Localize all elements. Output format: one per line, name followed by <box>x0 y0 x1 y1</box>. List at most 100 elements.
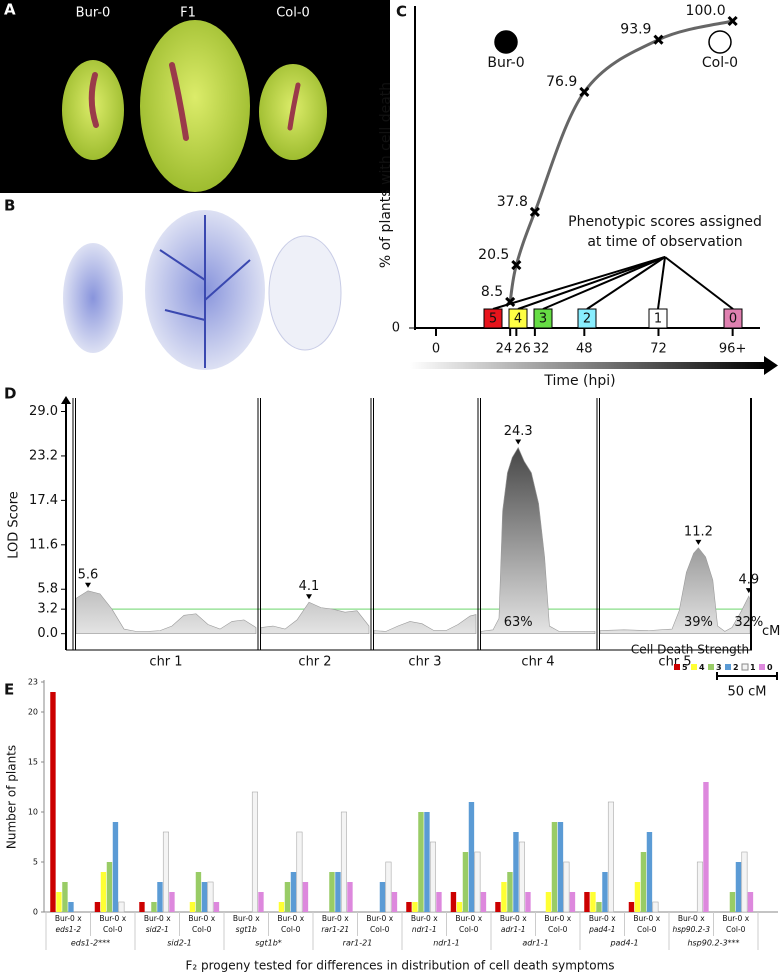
annotation: Phenotypic scores assigned <box>568 214 762 230</box>
value-label: 100.0 <box>686 3 726 19</box>
x-tick-label: Bur-0 x <box>322 914 349 923</box>
legend-label: 2 <box>733 663 739 672</box>
bar <box>525 892 531 912</box>
bar <box>100 872 107 912</box>
photo-label: F1 <box>180 6 196 21</box>
x-tick-label: 24 <box>496 342 513 357</box>
cross <box>653 34 664 45</box>
x-tick-label: 96+ <box>719 342 746 357</box>
legend-swatch <box>725 664 731 670</box>
x-tick-label: pad4-1 <box>588 925 615 934</box>
bar <box>480 892 487 912</box>
lod-area <box>599 547 751 634</box>
legend-label: Bur-0 <box>487 55 524 71</box>
x-tick-label: Bur-0 x <box>99 914 126 923</box>
score-label: 3 <box>539 312 547 327</box>
x-tick-label: Col-0 <box>103 925 123 934</box>
pointer-line <box>542 256 666 310</box>
panel-letter: C <box>396 3 407 21</box>
bar <box>68 902 74 912</box>
scale-bar <box>716 672 778 680</box>
x-tick-label: Col-0 <box>192 925 212 934</box>
score-box <box>483 308 503 329</box>
bar <box>94 902 101 912</box>
bar <box>139 902 145 912</box>
bar <box>379 882 386 912</box>
bar <box>56 892 62 912</box>
peak-label: 4.1 <box>299 579 320 594</box>
legend-swatch <box>741 663 749 671</box>
lesion <box>169 62 189 141</box>
time-arrowhead <box>764 356 778 375</box>
bar <box>557 822 564 912</box>
bar <box>462 852 469 912</box>
bar <box>412 902 418 912</box>
group-label: adr1-1 <box>522 939 548 948</box>
score-box <box>508 308 528 329</box>
chromosome-label: chr 2 <box>298 655 331 670</box>
point-marker <box>579 86 590 97</box>
value-label: 8.5 <box>481 284 503 300</box>
bar <box>729 892 736 912</box>
x-tick-label: Bur-0 x <box>722 914 749 923</box>
x-axis-label: Time (hpi) <box>543 373 615 389</box>
bar <box>634 882 641 912</box>
bar <box>584 892 590 912</box>
legend-label: 1 <box>750 663 756 672</box>
leaf-vein <box>159 215 251 368</box>
pointer-line <box>517 256 666 310</box>
bar <box>607 801 614 913</box>
point-marker <box>727 15 738 27</box>
group-label: hsp90.2-3*** <box>687 939 739 948</box>
cross <box>505 296 516 307</box>
legend-label: 5 <box>682 663 688 672</box>
group-label: pad4-1 <box>609 939 638 948</box>
curve <box>508 19 734 303</box>
bar <box>696 861 703 913</box>
group-label: sgt1b* <box>255 939 282 948</box>
x-tick-label: eds1-2 <box>55 925 81 934</box>
bar <box>628 902 635 912</box>
bar <box>474 851 481 913</box>
x-tick-label: Col-0 <box>459 925 479 934</box>
x-tick-label: Bur-0 x <box>589 914 616 923</box>
x-tick-label: ndr1-1 <box>412 925 437 934</box>
bar <box>258 892 264 912</box>
lesion <box>287 82 301 131</box>
legend-symbol <box>494 30 518 54</box>
legend-swatch <box>759 664 765 670</box>
y-tick-label: 23.2 <box>29 448 58 463</box>
bar <box>278 902 285 912</box>
lod-area <box>480 446 596 634</box>
bar <box>468 802 475 912</box>
y-tick-label: 20 <box>28 708 38 717</box>
y-tick-label: 0.0 <box>37 626 58 641</box>
x-tick-label: adr1-1 <box>501 925 526 934</box>
bar <box>646 832 653 912</box>
x-tick-label: Col-0 <box>726 925 746 934</box>
bar <box>284 882 291 912</box>
pve-label: 63% <box>504 615 533 630</box>
bar <box>424 812 430 912</box>
value-label: 93.9 <box>620 22 651 38</box>
legend-title: Cell Death Strength <box>631 643 749 657</box>
y-axis-label: Number of plants <box>5 745 19 849</box>
y-tick-label: 3.2 <box>37 602 58 617</box>
group-label: rar1-21 <box>343 939 373 948</box>
group-label: sid2-1 <box>167 939 192 948</box>
stained-leaf <box>63 243 123 353</box>
point-marker <box>653 34 664 45</box>
group-label: eds1-2*** <box>71 939 110 948</box>
bar <box>640 852 647 912</box>
bar <box>518 841 525 913</box>
panel-letter: D <box>4 385 16 403</box>
chromosome-label: chr 5 <box>658 655 691 670</box>
peak-label: 5.6 <box>78 567 99 582</box>
x-unit: cM <box>762 624 780 639</box>
y-tick-label: 10 <box>28 808 38 817</box>
pve-label: 39% <box>684 615 713 630</box>
photo-label: Col-0 <box>276 6 310 21</box>
bar <box>251 791 258 913</box>
value-label: 37.8 <box>497 194 528 210</box>
bar <box>296 831 303 913</box>
